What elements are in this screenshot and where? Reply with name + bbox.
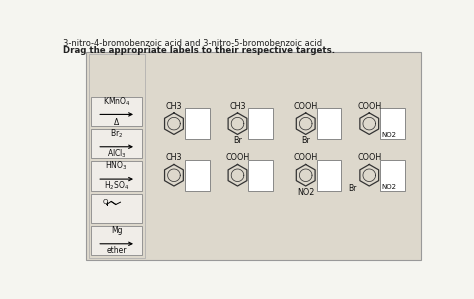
Text: COOH: COOH [293,153,318,162]
Text: CH3: CH3 [166,153,182,162]
Text: Br$_2$: Br$_2$ [110,127,123,140]
Bar [185,160,210,191]
Text: COOH: COOH [357,102,382,111]
Bar [248,108,273,139]
Bar [89,54,145,258]
Bar [380,160,405,191]
Text: NO2: NO2 [381,184,396,190]
Bar [91,161,142,191]
Bar [317,160,341,191]
Text: COOH: COOH [225,153,250,162]
Bar [380,108,405,139]
Text: KMnO$_4$: KMnO$_4$ [103,95,130,108]
Bar [91,226,142,255]
Text: Br: Br [233,136,242,145]
Text: COOH: COOH [357,153,382,162]
Text: H$_2$SO$_4$: H$_2$SO$_4$ [104,180,129,192]
Text: HNO$_3$: HNO$_3$ [105,160,128,172]
Text: $\Delta$: $\Delta$ [113,116,120,127]
Text: Br: Br [348,184,357,193]
Text: Br: Br [301,136,310,145]
Text: NO2: NO2 [297,187,314,196]
Bar [185,108,210,139]
Text: Drag the appropriate labels to their respective targets.: Drag the appropriate labels to their res… [63,46,335,55]
Bar [91,97,142,126]
Text: AlCl$_3$: AlCl$_3$ [107,147,127,160]
Bar [91,194,142,223]
Bar [91,129,142,158]
Text: COOH: COOH [293,102,318,111]
Text: Mg: Mg [111,226,122,235]
Text: O: O [102,199,108,205]
Text: CH3: CH3 [166,102,182,111]
Text: CH3: CH3 [229,102,246,111]
Bar [248,160,273,191]
Text: 3-nitro-4-bromobenzoic acid and 3-nitro-5-bromobenzoic acid: 3-nitro-4-bromobenzoic acid and 3-nitro-… [63,39,322,48]
Bar [317,108,341,139]
Text: ether: ether [106,246,127,255]
Text: NO2: NO2 [381,132,396,138]
